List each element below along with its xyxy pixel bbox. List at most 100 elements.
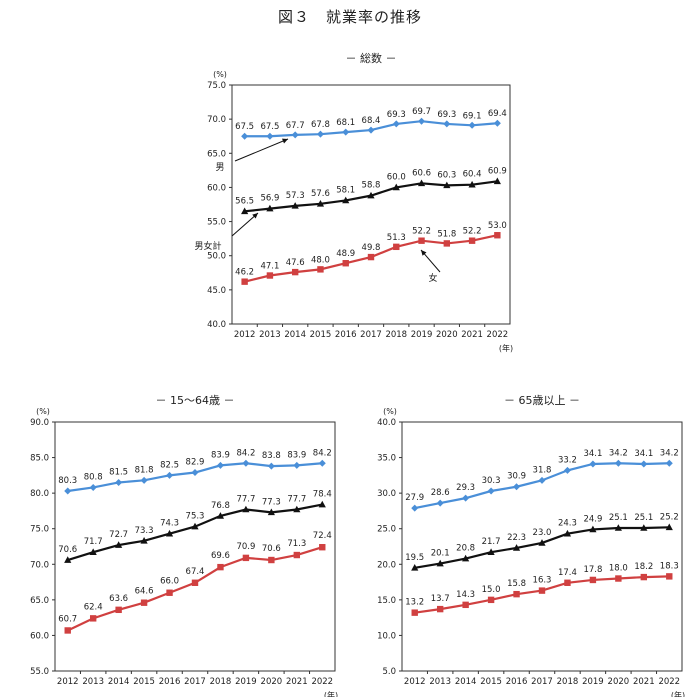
data-label: 70.6 <box>58 545 77 555</box>
data-label: 34.1 <box>583 449 602 459</box>
data-point-triangle <box>89 548 97 555</box>
data-point-square <box>487 596 495 604</box>
data-label: 48.0 <box>311 255 330 265</box>
data-label: 71.7 <box>84 537 103 547</box>
y-unit-label: (%) <box>36 407 50 416</box>
series-name-label: 男女計 <box>194 240 221 252</box>
y-tick-label: 80.0 <box>30 489 49 499</box>
data-label: 16.3 <box>533 576 552 586</box>
data-point-triangle <box>216 512 225 519</box>
x-tick-label: 2016 <box>506 677 528 687</box>
x-tick-label: 2013 <box>82 677 104 687</box>
data-point-diamond <box>241 132 249 140</box>
data-point-triangle <box>392 183 400 191</box>
data-point-diamond <box>291 131 299 139</box>
data-label: 60.4 <box>463 170 482 180</box>
data-point-triangle <box>165 529 174 537</box>
data-point-diamond <box>367 126 375 134</box>
x-tick-label: 2013 <box>259 330 281 340</box>
data-label: 74.3 <box>160 519 179 529</box>
x-tick-label: 2021 <box>286 677 308 687</box>
data-label: 57.6 <box>311 189 330 199</box>
data-point-square <box>564 579 571 586</box>
data-label: 52.2 <box>412 227 431 237</box>
data-point-diamond <box>493 119 501 127</box>
data-point-triangle <box>487 548 495 555</box>
data-label: 80.8 <box>84 472 103 482</box>
y-tick-label: 25.0 <box>377 525 396 535</box>
data-point-square <box>217 563 224 571</box>
y-tick-label: 10.0 <box>377 631 396 641</box>
data-label: 15.8 <box>507 579 526 589</box>
data-point-square <box>191 579 199 586</box>
data-point-triangle <box>266 204 274 212</box>
x-tick-label: 2018 <box>210 677 232 687</box>
data-point-triangle <box>140 537 148 544</box>
data-label: 81.8 <box>135 465 154 475</box>
data-point-square <box>342 260 349 267</box>
data-point-diamond <box>665 459 673 467</box>
x-tick-label: 2020 <box>261 677 283 687</box>
data-point-triangle <box>318 500 326 508</box>
x-tick-label: 2020 <box>436 330 458 340</box>
chart-title: － 65歳以上 － <box>504 394 580 407</box>
x-tick-label: 2022 <box>658 677 680 687</box>
data-label: 56.5 <box>235 196 254 206</box>
data-point-diamond <box>392 120 400 128</box>
data-point-triangle <box>468 180 476 188</box>
data-label: 47.1 <box>260 262 279 272</box>
data-label: 23.0 <box>533 528 552 538</box>
x-tick-label: 2019 <box>582 677 604 687</box>
data-label: 22.3 <box>507 533 526 543</box>
data-point-diamond <box>640 460 648 468</box>
y-tick-label: 5.0 <box>382 667 396 677</box>
data-point-square <box>317 266 324 273</box>
data-point-diamond <box>436 499 444 507</box>
data-point-diamond <box>614 459 622 467</box>
data-point-square <box>468 237 476 244</box>
x-tick-label: 2020 <box>608 677 630 687</box>
data-point-triangle <box>665 523 673 531</box>
data-label: 67.7 <box>286 121 305 131</box>
data-point-diamond <box>216 461 224 469</box>
data-label: 67.5 <box>235 122 254 132</box>
data-label: 14.3 <box>456 590 475 600</box>
data-label: 34.2 <box>609 448 628 458</box>
data-point-square <box>293 551 301 559</box>
data-label: 58.1 <box>336 185 355 195</box>
data-point-triangle <box>316 200 325 207</box>
data-point-square <box>140 599 148 606</box>
data-point-triangle <box>291 202 299 209</box>
data-label: 51.8 <box>437 229 456 239</box>
y-tick-label: 20.0 <box>377 560 396 570</box>
data-label: 25.2 <box>660 512 679 522</box>
data-point-triangle <box>462 554 470 562</box>
plot-frame <box>54 421 336 672</box>
data-label: 69.3 <box>437 110 456 120</box>
data-label: 77.7 <box>287 495 306 505</box>
data-point-triangle <box>342 196 350 204</box>
data-label: 81.5 <box>109 467 128 477</box>
data-point-diamond <box>242 459 250 467</box>
data-label: 71.3 <box>287 539 306 549</box>
annotation-arrow-head <box>252 213 258 219</box>
x-tick-label: 2021 <box>461 330 483 340</box>
data-label: 18.2 <box>634 562 653 572</box>
data-label: 69.1 <box>463 111 482 121</box>
y-tick-label: 75.0 <box>207 81 226 91</box>
data-point-square <box>513 590 520 598</box>
y-tick-label: 55.0 <box>207 218 226 228</box>
data-label: 24.9 <box>583 514 602 524</box>
data-label: 60.0 <box>387 172 406 182</box>
chart-title: － 総数 － <box>346 51 397 65</box>
x-tick-label: 2017 <box>360 330 382 340</box>
data-point-triangle <box>191 522 199 530</box>
data-label: 60.9 <box>488 166 507 176</box>
data-point-square <box>538 587 546 594</box>
data-point-square <box>436 605 444 613</box>
data-point-diamond <box>191 469 199 477</box>
annotation-arrow-head <box>421 250 427 256</box>
data-label: 28.6 <box>431 488 450 498</box>
data-label: 63.6 <box>109 594 128 604</box>
data-label: 13.2 <box>405 598 424 608</box>
